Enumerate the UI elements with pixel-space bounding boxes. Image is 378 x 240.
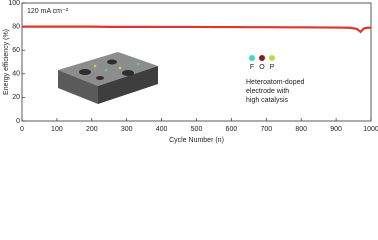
plot-frame xyxy=(21,2,372,122)
x-axis-label: Cycle Number (n) xyxy=(169,137,224,144)
y-tick-label: 0 xyxy=(16,118,20,125)
x-tick-label: 400 xyxy=(156,126,168,133)
x-tick-label: 1000 xyxy=(363,126,378,133)
y-tick-label: 40 xyxy=(12,71,20,78)
x-tick-label: 100 xyxy=(51,126,63,133)
inset-illustration xyxy=(58,52,275,104)
y-tick-label: 100 xyxy=(8,0,20,7)
element-label: O xyxy=(259,64,265,71)
y-tick-label: 80 xyxy=(12,23,20,30)
element-label: P xyxy=(270,64,275,71)
annotation: 120 mA cm⁻² xyxy=(27,8,69,15)
x-tick-label: 200 xyxy=(86,126,98,133)
y-tick-label: 20 xyxy=(12,94,20,101)
annotation: high catalysis xyxy=(246,97,289,104)
x-tick-label: 800 xyxy=(295,126,307,133)
x-tick-label: 900 xyxy=(330,126,342,133)
y-axis-label: Energy efficiency (%) xyxy=(3,29,10,95)
x-tick-label: 300 xyxy=(121,126,133,133)
x-tick-label: 700 xyxy=(260,126,272,133)
annotation: electrode with xyxy=(246,88,289,95)
y-tick-label: 60 xyxy=(12,47,20,54)
page: {"chart_data": {"type": "line", "ylabel"… xyxy=(2,0,378,144)
x-tick-label: 500 xyxy=(191,126,203,133)
x-tick-label: 600 xyxy=(226,126,238,133)
data-line xyxy=(22,25,371,34)
x-tick-label: 0 xyxy=(20,126,24,133)
element-label: F xyxy=(250,64,254,71)
annotation: Heteroatom-doped xyxy=(246,79,304,86)
